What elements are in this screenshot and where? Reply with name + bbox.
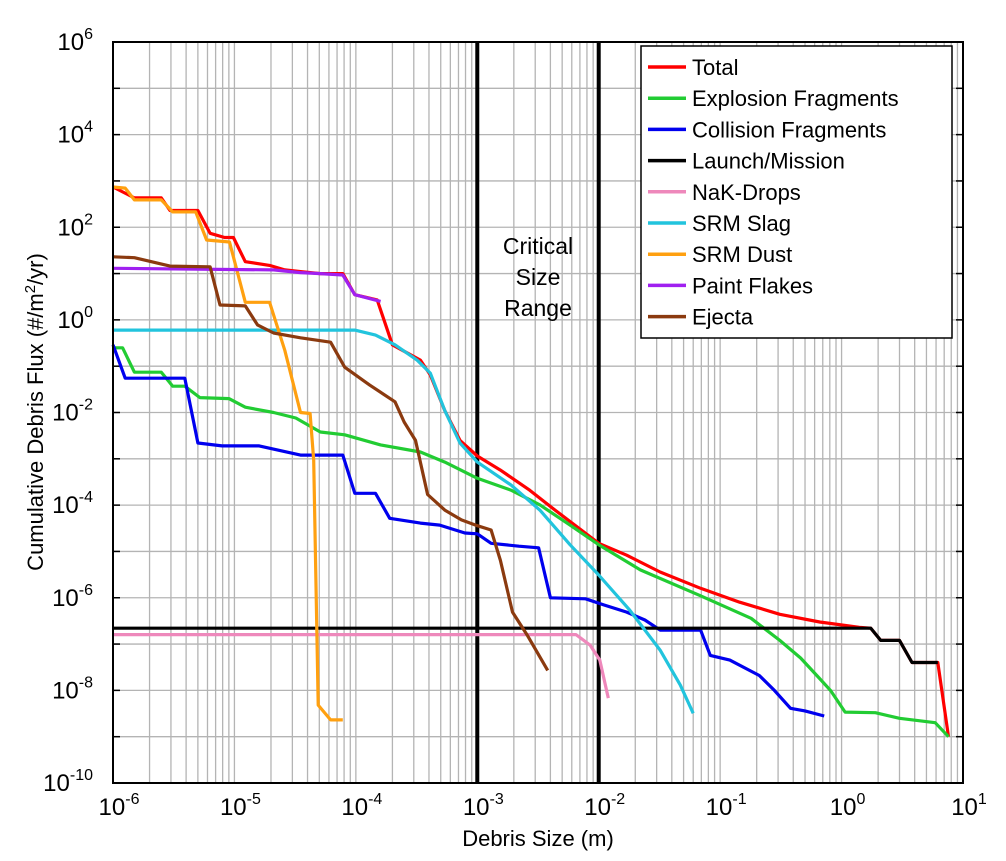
- y-axis-label: Cumulative Debris Flux (#/m2/yr): [22, 253, 48, 571]
- series-line-ejecta: [112, 255, 550, 672]
- plot-frame: [112, 41, 964, 784]
- series-line-srm-slag: [113, 328, 695, 714]
- legend-label: Total: [692, 55, 738, 80]
- annotation-line: Range: [504, 295, 572, 321]
- y-tick-label: 10-8: [52, 674, 93, 704]
- series-group: [111, 185, 951, 738]
- legend-label: Collision Fragments: [692, 117, 886, 142]
- y-tick-label: 10-4: [52, 489, 93, 519]
- y-tick-label: 106: [57, 26, 93, 56]
- annotation-line: Size: [516, 264, 561, 290]
- series-line-collision-fragments: [111, 344, 825, 718]
- x-tick-label: 101: [951, 791, 987, 821]
- series-line-paint-flakes: [112, 266, 382, 303]
- x-tick-label: 10-4: [341, 791, 382, 821]
- x-axis-label: Debris Size (m): [462, 826, 614, 851]
- x-tick-label: 10-6: [99, 791, 140, 821]
- critical-size-annotation: Critical Size Range: [503, 233, 573, 321]
- series-line-explosion-fragments: [113, 346, 950, 738]
- legend-label: Launch/Mission: [692, 149, 845, 174]
- x-tick-label: 100: [830, 791, 866, 821]
- series-line-srm-dust: [112, 185, 343, 722]
- legend-label: NaK-Drops: [692, 180, 801, 205]
- y-tick-labels: 106 104 102 100 10-2 10-4 10-6 10-8 10-10: [43, 26, 93, 797]
- annotation-line: Critical: [503, 233, 573, 259]
- y-tick-label: 10-10: [43, 767, 93, 797]
- y-tick-label: 10-2: [52, 397, 93, 427]
- legend-label: Paint Flakes: [692, 273, 813, 298]
- x-tick-label: 10-3: [463, 791, 504, 821]
- series-line-nak-drops: [113, 633, 610, 699]
- legend: Total Explosion Fragments Collision Fragme…: [640, 45, 953, 339]
- y-tick-label: 10-6: [52, 582, 93, 612]
- legend-box: [640, 45, 953, 339]
- y-tick-label: 104: [57, 119, 93, 149]
- x-tick-labels: 10-6 10-5 10-4 10-3 10-2 10-1 100 101: [99, 791, 987, 821]
- legend-label: SRM Dust: [692, 242, 792, 267]
- legend-label: SRM Slag: [692, 211, 791, 236]
- x-tick-label: 10-2: [584, 791, 625, 821]
- series-line-launch-mission: [113, 626, 938, 665]
- x-tick-label: 10-5: [220, 791, 261, 821]
- x-tick-label: 10-1: [706, 791, 747, 821]
- y-tick-label: 100: [57, 304, 93, 334]
- y-tick-label: 102: [57, 211, 93, 241]
- legend-label: Ejecta: [692, 305, 754, 330]
- legend-label: Explosion Fragments: [692, 86, 899, 111]
